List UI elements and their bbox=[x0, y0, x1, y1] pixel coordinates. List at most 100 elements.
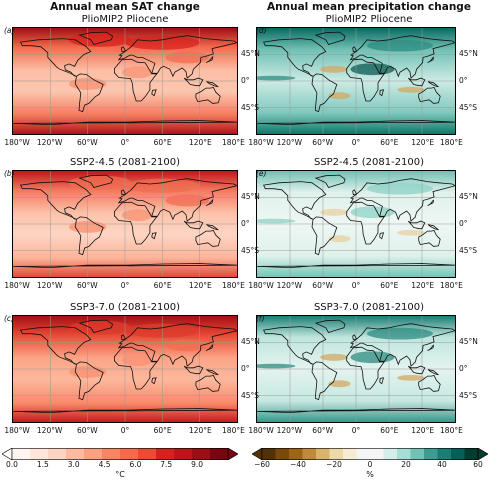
coastline-7 bbox=[352, 189, 358, 196]
lon-tick-label: 120°W bbox=[276, 281, 303, 290]
coastline-10 bbox=[183, 220, 204, 230]
lat-tick-label: 0° bbox=[241, 76, 250, 85]
colorbar-unit-label: % bbox=[366, 470, 374, 479]
colorbar-tick-label: 9.0 bbox=[191, 460, 204, 469]
lon-tick-label: 60°E bbox=[153, 426, 172, 435]
lon-tick-label: 60°E bbox=[380, 138, 399, 147]
coastline-0 bbox=[19, 326, 92, 365]
lat-tick-label: 0° bbox=[459, 76, 468, 85]
coastline-8 bbox=[205, 198, 214, 207]
coastline-4 bbox=[195, 230, 221, 247]
lon-tick-label: 60°W bbox=[312, 426, 334, 435]
coastline-3 bbox=[114, 201, 158, 245]
lon-tick-label: 0° bbox=[120, 426, 130, 435]
coastline-7 bbox=[352, 334, 358, 341]
lat-tick-label: 45°N bbox=[459, 192, 478, 201]
lat-tick-label: 0° bbox=[459, 219, 468, 228]
lon-tick-label: 180°E bbox=[440, 138, 463, 147]
coastline-8 bbox=[205, 343, 214, 352]
colorbar-segment bbox=[192, 448, 211, 460]
panel-d-precip-map bbox=[256, 27, 456, 135]
lon-tick-label: 180°E bbox=[440, 426, 463, 435]
coastline-9 bbox=[379, 377, 385, 385]
coastline-5 bbox=[78, 31, 114, 45]
sat-column-title: Annual mean SAT change bbox=[50, 1, 200, 13]
colorbar-segment bbox=[138, 448, 157, 460]
coastline-11 bbox=[427, 81, 439, 88]
colorbar-segment bbox=[275, 448, 290, 460]
colorbar-segment bbox=[464, 448, 479, 460]
colorbar-segment bbox=[48, 448, 67, 460]
coastline-11 bbox=[206, 369, 219, 376]
lon-tick-label: 0° bbox=[351, 138, 361, 147]
colorbar-segment bbox=[316, 448, 330, 460]
lat-tick-label: 45°S bbox=[459, 391, 478, 400]
coastline-10 bbox=[183, 77, 204, 87]
colorbar-segment bbox=[262, 448, 276, 460]
colorbar-tick-label: 0.0 bbox=[6, 460, 18, 469]
panel-e-precip-map bbox=[256, 170, 456, 278]
colorbar-unit-label: °C bbox=[115, 470, 125, 479]
coastline-4 bbox=[418, 87, 441, 104]
coastline-4 bbox=[418, 375, 441, 392]
lat-tick-label: 45°S bbox=[459, 103, 478, 112]
panel-a-label: (a) bbox=[4, 26, 15, 35]
lat-tick-label: 0° bbox=[241, 219, 250, 228]
colorbar-segment bbox=[437, 448, 452, 460]
colorbar-tick-label: 0 bbox=[367, 460, 373, 469]
colorbar-extend-low bbox=[251, 447, 263, 461]
lon-tick-label: 0° bbox=[351, 281, 361, 290]
coastline-2 bbox=[349, 323, 455, 367]
coastline-2 bbox=[117, 178, 237, 222]
colorbar-segment bbox=[383, 448, 398, 460]
lat-tick-label: 0° bbox=[459, 364, 468, 373]
coastline-1 bbox=[74, 361, 104, 401]
coastline-9 bbox=[379, 232, 385, 240]
coastline-4 bbox=[195, 375, 221, 392]
lon-tick-label: 120°E bbox=[188, 426, 212, 435]
lon-tick-label: 180°W bbox=[248, 426, 274, 435]
colorbar-tick-label: −40 bbox=[290, 460, 306, 469]
lon-tick-label: 120°W bbox=[36, 426, 63, 435]
lon-tick-label: 120°W bbox=[36, 138, 63, 147]
panel-a-sat-map bbox=[12, 27, 238, 135]
panel-e-label: (e) bbox=[256, 169, 267, 178]
lon-tick-label: 60°W bbox=[312, 281, 334, 290]
coastline-8 bbox=[427, 56, 434, 64]
lon-tick-label: 180°W bbox=[4, 138, 30, 147]
coastline-1 bbox=[311, 361, 338, 401]
coastline-10 bbox=[407, 365, 426, 375]
colorbar-segment bbox=[156, 448, 175, 460]
coastline-6 bbox=[13, 263, 237, 269]
lat-tick-label: 45°S bbox=[241, 103, 260, 112]
panel-f-label: (f) bbox=[256, 314, 265, 323]
lon-tick-label: 60°W bbox=[76, 426, 98, 435]
lon-tick-label: 60°W bbox=[76, 138, 98, 147]
coastline-8 bbox=[205, 55, 214, 64]
lat-tick-label: 45°N bbox=[459, 337, 478, 346]
lon-tick-label: 120°W bbox=[36, 281, 63, 290]
lat-tick-label: 45°N bbox=[241, 49, 260, 58]
coastline-7 bbox=[120, 189, 127, 196]
lon-tick-label: 180°W bbox=[248, 281, 274, 290]
coastline-5 bbox=[78, 319, 114, 333]
lon-tick-label: 120°E bbox=[411, 281, 435, 290]
colorbar-tick-label: 7.5 bbox=[160, 460, 173, 469]
colorbar-segment bbox=[302, 448, 317, 460]
coastline-11 bbox=[427, 369, 439, 376]
coastline-9 bbox=[151, 377, 157, 385]
lon-tick-label: 60°E bbox=[153, 138, 172, 147]
colorbar-segment bbox=[397, 448, 411, 460]
precip-column-title: Annual mean precipitation change bbox=[267, 1, 471, 13]
lon-tick-label: 180°W bbox=[4, 281, 30, 290]
panel-a-title: PlioMIP2 Pliocene bbox=[81, 14, 169, 25]
colorbar-segment bbox=[84, 448, 103, 460]
coastline-11 bbox=[427, 224, 439, 231]
coastline-6 bbox=[13, 408, 237, 414]
coastline-6 bbox=[257, 263, 455, 269]
lat-tick-label: 45°S bbox=[459, 246, 478, 255]
lon-tick-label: 120°E bbox=[188, 138, 212, 147]
coastline-0 bbox=[19, 38, 92, 77]
panel-e-title: SSP2-4.5 (2081-2100) bbox=[313, 157, 425, 168]
colorbar-segment bbox=[370, 448, 384, 460]
